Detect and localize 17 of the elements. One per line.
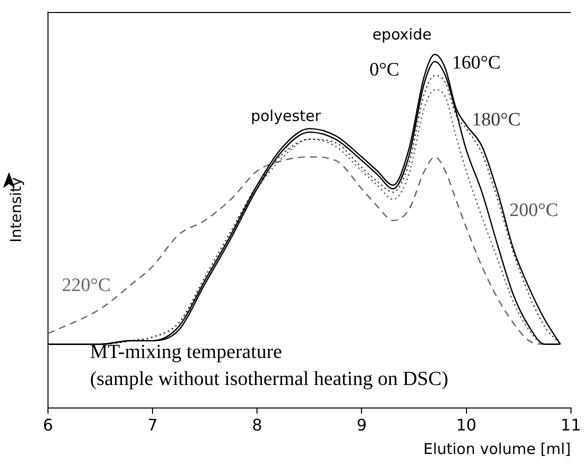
x-tick-label: 10 <box>456 416 476 435</box>
x-tick-label: 7 <box>147 416 158 435</box>
x-tick-label: 8 <box>252 416 262 435</box>
annotation: MT-mixing temperature <box>90 340 282 363</box>
series-label: 180°C <box>472 110 521 131</box>
series-label: 220°C <box>62 274 111 296</box>
x-tick-label: 9 <box>356 416 367 435</box>
series-label: 200°C <box>510 200 558 221</box>
x-tick-label: 6 <box>42 416 54 435</box>
series-label: 160°C <box>452 52 501 74</box>
annotation: (sample without isothermal heating on DSC) <box>90 368 448 390</box>
annotation: polyester <box>250 106 322 125</box>
text: epoxide <box>372 26 432 44</box>
series-label: 0°C <box>370 60 400 81</box>
x-axis-title: Elution volume [ml] <box>423 440 571 458</box>
x-tick-label: 11 <box>560 416 581 435</box>
y-axis-title: Intensity <box>6 177 25 243</box>
